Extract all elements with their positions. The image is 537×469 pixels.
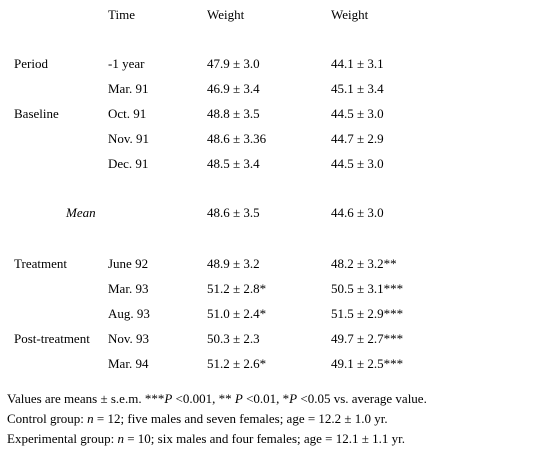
row-label: Baseline [14,106,59,121]
note-text: = 10; six males and four females; age = … [123,431,405,446]
note-text: = 12; five males and seven females; age … [93,411,388,426]
weight-cell: 49.1 ± 2.5*** [331,356,404,371]
note-italic: P [164,391,173,406]
note-text: Experimental group: [7,431,118,446]
time-cell: Nov. 93 [108,331,150,346]
weight-cell: 46.9 ± 3.4 [207,81,260,96]
footnote: Values are means ± s.e.m. ***P <0.001, *… [7,391,427,407]
weight-cell: 44.5 ± 3.0 [331,156,384,171]
row-label: Period [14,56,48,71]
header-weight: Weight [207,7,245,22]
weight-cell: 51.2 ± 2.6* [207,356,267,371]
weight-cell: 44.7 ± 2.9 [331,131,384,146]
time-cell: Nov. 91 [108,131,150,146]
weight-cell: 50.5 ± 3.1*** [331,281,404,296]
time-cell: -1 year [108,56,145,71]
note-text: <0.05 vs. average value. [297,391,427,406]
weight-cell: 51.0 ± 2.4* [207,306,267,321]
footnote: Control group: n = 12; five males and se… [7,411,388,427]
footnote: Experimental group: n = 10; six males an… [7,431,405,447]
weight-cell: 48.5 ± 3.4 [207,156,260,171]
time-cell: Mar. 93 [108,281,149,296]
weight-cell: 49.7 ± 2.7*** [331,331,404,346]
weight-cell: 51.5 ± 2.9*** [331,306,404,321]
note-text: Control group: [7,411,88,426]
note-text: <0.01, * [242,391,290,406]
note-italic: n [117,431,124,446]
header-weight: Weight [331,7,369,22]
row-label: Treatment [14,256,67,271]
weight-cell: 48.8 ± 3.5 [207,106,260,121]
weight-cell: 45.1 ± 3.4 [331,81,384,96]
note-italic: n [87,411,94,426]
note-text: <0.001, ** [172,391,235,406]
note-text: Values are means ± s.e.m. *** [7,391,165,406]
time-cell: Mar. 91 [108,81,149,96]
weight-cell: 48.6 ± 3.36 [207,131,267,146]
weight-cell: 50.3 ± 2.3 [207,331,260,346]
time-cell: Mar. 94 [108,356,149,371]
note-italic: P [234,391,243,406]
weight-cell: 44.5 ± 3.0 [331,106,384,121]
weight-cell: 44.1 ± 3.1 [331,56,384,71]
time-cell: Aug. 93 [108,306,150,321]
time-cell: Dec. 91 [108,156,149,171]
note-italic: P [289,391,298,406]
weight-cell: 47.9 ± 3.0 [207,56,260,71]
mean-label: Mean [66,205,96,220]
header-time: Time [108,7,135,22]
time-cell: June 92 [108,256,149,271]
time-cell: Oct. 91 [108,106,147,121]
weight-cell: 48.9 ± 3.2 [207,256,260,271]
weight-cell: 48.2 ± 3.2** [331,256,397,271]
weight-cell: 44.6 ± 3.0 [331,205,384,220]
weight-cell: 48.6 ± 3.5 [207,205,260,220]
row-label: Post-treatment [14,331,90,346]
weight-cell: 51.2 ± 2.8* [207,281,267,296]
